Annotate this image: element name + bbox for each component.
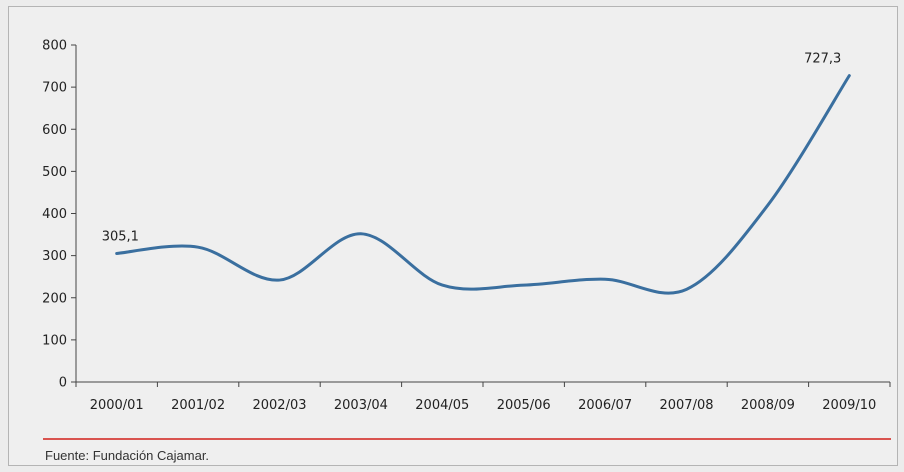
y-tick-label: 700 [42, 81, 67, 96]
x-tick-label: 2004/05 [415, 398, 469, 413]
x-tick-label: 2007/08 [659, 398, 713, 413]
x-tick-label: 2006/07 [578, 398, 632, 413]
x-tick-label: 2000/01 [90, 398, 144, 413]
y-tick-label: 800 [42, 39, 67, 54]
y-tick-label: 100 [42, 333, 67, 348]
x-tick-label: 2008/09 [741, 398, 795, 413]
x-tick-label: 2002/03 [252, 398, 306, 413]
x-tick-label: 2003/04 [334, 398, 388, 413]
data-labels: 305,1 727,3 [102, 52, 842, 245]
y-tick-label: 200 [42, 291, 67, 306]
y-tick-label: 500 [42, 165, 67, 180]
line-chart: 0 100 200 300 400 500 600 700 800 2000/01 2001/02… [42, 39, 891, 413]
y-tick-label: 0 [59, 376, 67, 391]
series-line [115, 74, 851, 295]
x-tick-label: 2001/02 [171, 398, 225, 413]
y-tick-label: 400 [42, 207, 67, 222]
data-label: 727,3 [804, 52, 841, 67]
y-axis: 0 100 200 300 400 500 600 700 800 [42, 39, 77, 391]
source-divider [43, 438, 891, 440]
y-tick-label: 600 [42, 123, 67, 138]
x-tick-label: 2009/10 [822, 398, 876, 413]
x-tick-label: 2005/06 [497, 398, 551, 413]
series-layer [115, 74, 851, 295]
chart-frame: 0 100 200 300 400 500 600 700 800 2000/01 2001/02… [8, 6, 898, 466]
y-tick-label: 300 [42, 249, 67, 264]
x-axis: 2000/01 2001/02 2002/03 2003/04 2004/05 2005/… [75, 381, 891, 413]
data-label: 305,1 [102, 229, 139, 244]
source-note: Fuente: Fundación Cajamar. [45, 448, 210, 463]
